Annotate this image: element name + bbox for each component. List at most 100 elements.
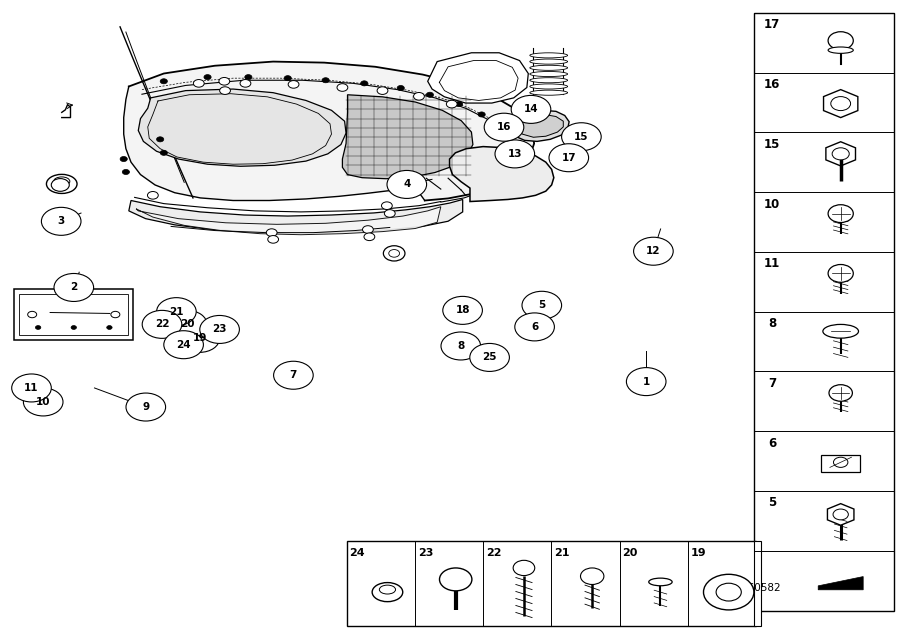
Circle shape: [41, 207, 81, 235]
Circle shape: [828, 205, 853, 223]
Circle shape: [513, 560, 535, 576]
Text: 19: 19: [193, 333, 207, 343]
Circle shape: [204, 74, 212, 80]
Circle shape: [511, 95, 551, 123]
Circle shape: [364, 233, 374, 240]
Circle shape: [389, 249, 400, 257]
Circle shape: [384, 210, 395, 218]
Text: 3: 3: [58, 216, 65, 226]
Text: 17: 17: [562, 153, 576, 163]
Circle shape: [268, 235, 278, 243]
Bar: [14, 289, 133, 340]
Polygon shape: [136, 207, 441, 235]
Circle shape: [833, 509, 849, 520]
Circle shape: [107, 326, 112, 329]
Ellipse shape: [530, 66, 568, 71]
Circle shape: [478, 112, 485, 117]
Circle shape: [383, 245, 405, 261]
Ellipse shape: [649, 578, 672, 586]
Polygon shape: [428, 53, 528, 103]
Circle shape: [446, 100, 457, 108]
Circle shape: [634, 237, 673, 265]
Text: 4: 4: [403, 179, 410, 190]
Text: 6: 6: [768, 437, 777, 450]
Circle shape: [626, 368, 666, 396]
Circle shape: [288, 81, 299, 88]
Circle shape: [439, 568, 472, 591]
Circle shape: [240, 80, 251, 87]
Circle shape: [549, 144, 589, 172]
Text: 19: 19: [690, 548, 707, 558]
Text: 16: 16: [764, 78, 780, 91]
Bar: [19, 294, 129, 335]
Circle shape: [12, 374, 51, 402]
Bar: [821, 455, 860, 473]
Text: 13: 13: [508, 149, 522, 159]
Circle shape: [220, 86, 230, 94]
Circle shape: [180, 324, 220, 352]
Ellipse shape: [828, 47, 853, 53]
Ellipse shape: [823, 324, 859, 338]
Ellipse shape: [530, 90, 568, 95]
Circle shape: [160, 79, 167, 84]
Circle shape: [470, 343, 509, 371]
Circle shape: [829, 385, 852, 401]
Text: 12: 12: [646, 246, 661, 256]
Text: 23: 23: [418, 548, 433, 558]
Text: 10: 10: [764, 198, 780, 211]
Text: 15: 15: [574, 132, 589, 142]
Ellipse shape: [530, 53, 568, 58]
Circle shape: [831, 97, 850, 111]
Polygon shape: [450, 146, 554, 202]
Text: 2: 2: [70, 282, 77, 293]
Text: 7: 7: [290, 370, 297, 380]
Ellipse shape: [47, 174, 77, 193]
Ellipse shape: [530, 59, 568, 64]
Text: 24: 24: [349, 548, 365, 558]
Text: 15: 15: [764, 138, 780, 151]
Circle shape: [28, 312, 37, 318]
Bar: [754, 541, 760, 626]
Text: 14: 14: [524, 104, 538, 114]
Circle shape: [111, 312, 120, 318]
Circle shape: [194, 80, 204, 87]
Ellipse shape: [530, 71, 568, 76]
Text: 18: 18: [455, 305, 470, 315]
Circle shape: [245, 74, 252, 80]
Circle shape: [441, 332, 481, 360]
Circle shape: [200, 315, 239, 343]
Text: 22: 22: [486, 548, 501, 558]
Polygon shape: [510, 110, 569, 141]
Polygon shape: [123, 62, 534, 200]
Ellipse shape: [380, 585, 396, 594]
Circle shape: [562, 123, 601, 151]
Circle shape: [274, 361, 313, 389]
Ellipse shape: [373, 583, 403, 602]
Text: 1: 1: [643, 377, 650, 387]
Circle shape: [443, 296, 482, 324]
Circle shape: [51, 179, 69, 191]
Circle shape: [522, 291, 562, 319]
Polygon shape: [818, 577, 863, 590]
Circle shape: [126, 393, 166, 421]
Circle shape: [828, 265, 853, 282]
Circle shape: [157, 298, 196, 326]
Circle shape: [160, 150, 167, 155]
Circle shape: [515, 313, 554, 341]
Text: 5: 5: [768, 497, 777, 509]
Text: 21: 21: [554, 548, 570, 558]
Text: 10: 10: [36, 397, 50, 407]
Circle shape: [832, 148, 850, 160]
Circle shape: [833, 457, 848, 467]
Text: 22: 22: [155, 319, 169, 329]
Circle shape: [157, 137, 164, 142]
Circle shape: [219, 78, 230, 85]
Text: 23: 23: [212, 324, 227, 335]
Polygon shape: [517, 114, 563, 137]
Circle shape: [148, 191, 158, 199]
Circle shape: [266, 229, 277, 237]
Text: 17: 17: [764, 18, 780, 31]
Circle shape: [580, 568, 604, 584]
Text: 00160582: 00160582: [729, 583, 781, 593]
Text: 16: 16: [497, 122, 511, 132]
